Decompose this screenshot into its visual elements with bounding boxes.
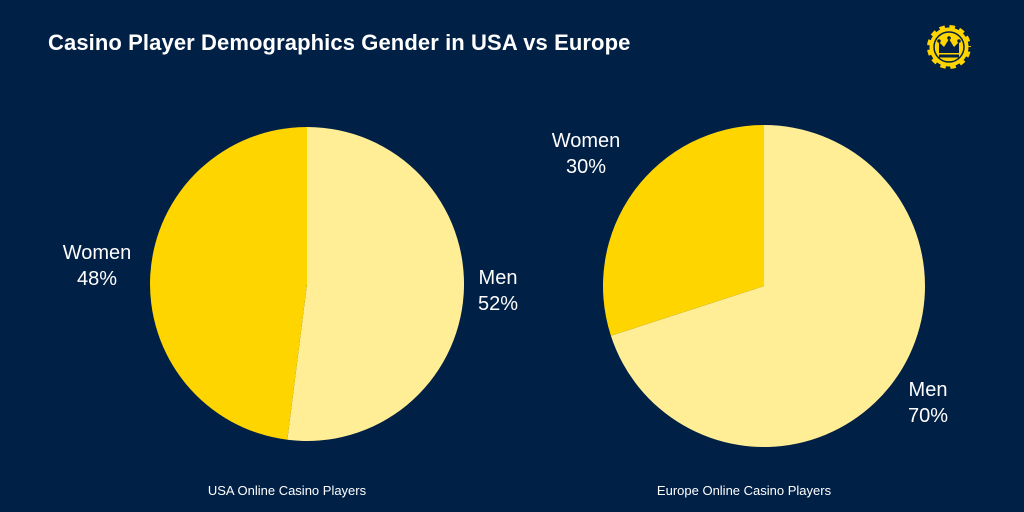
- chart-caption: Europe Online Casino Players: [657, 483, 832, 498]
- slice-label-women: Women: [63, 242, 132, 264]
- slice-value-women: 48%: [77, 268, 117, 290]
- slice-value-men: 52%: [478, 293, 518, 315]
- slice-value-men: 70%: [908, 405, 948, 427]
- pie-slice-men: [287, 127, 465, 441]
- chart-caption: USA Online Casino Players: [208, 483, 367, 498]
- pie-slice-men: [610, 124, 926, 447]
- slice-label-women: Women: [552, 130, 621, 152]
- chart-title: Casino Player Demographics Gender in USA…: [48, 30, 631, 55]
- slice-label-men: Men: [479, 267, 518, 289]
- pie-slice-women: [150, 127, 307, 440]
- slice-value-women: 30%: [566, 156, 606, 178]
- crown-chip-icon: [926, 24, 972, 70]
- pie-slice-women: [603, 125, 764, 336]
- slice-label-men: Men: [909, 379, 948, 401]
